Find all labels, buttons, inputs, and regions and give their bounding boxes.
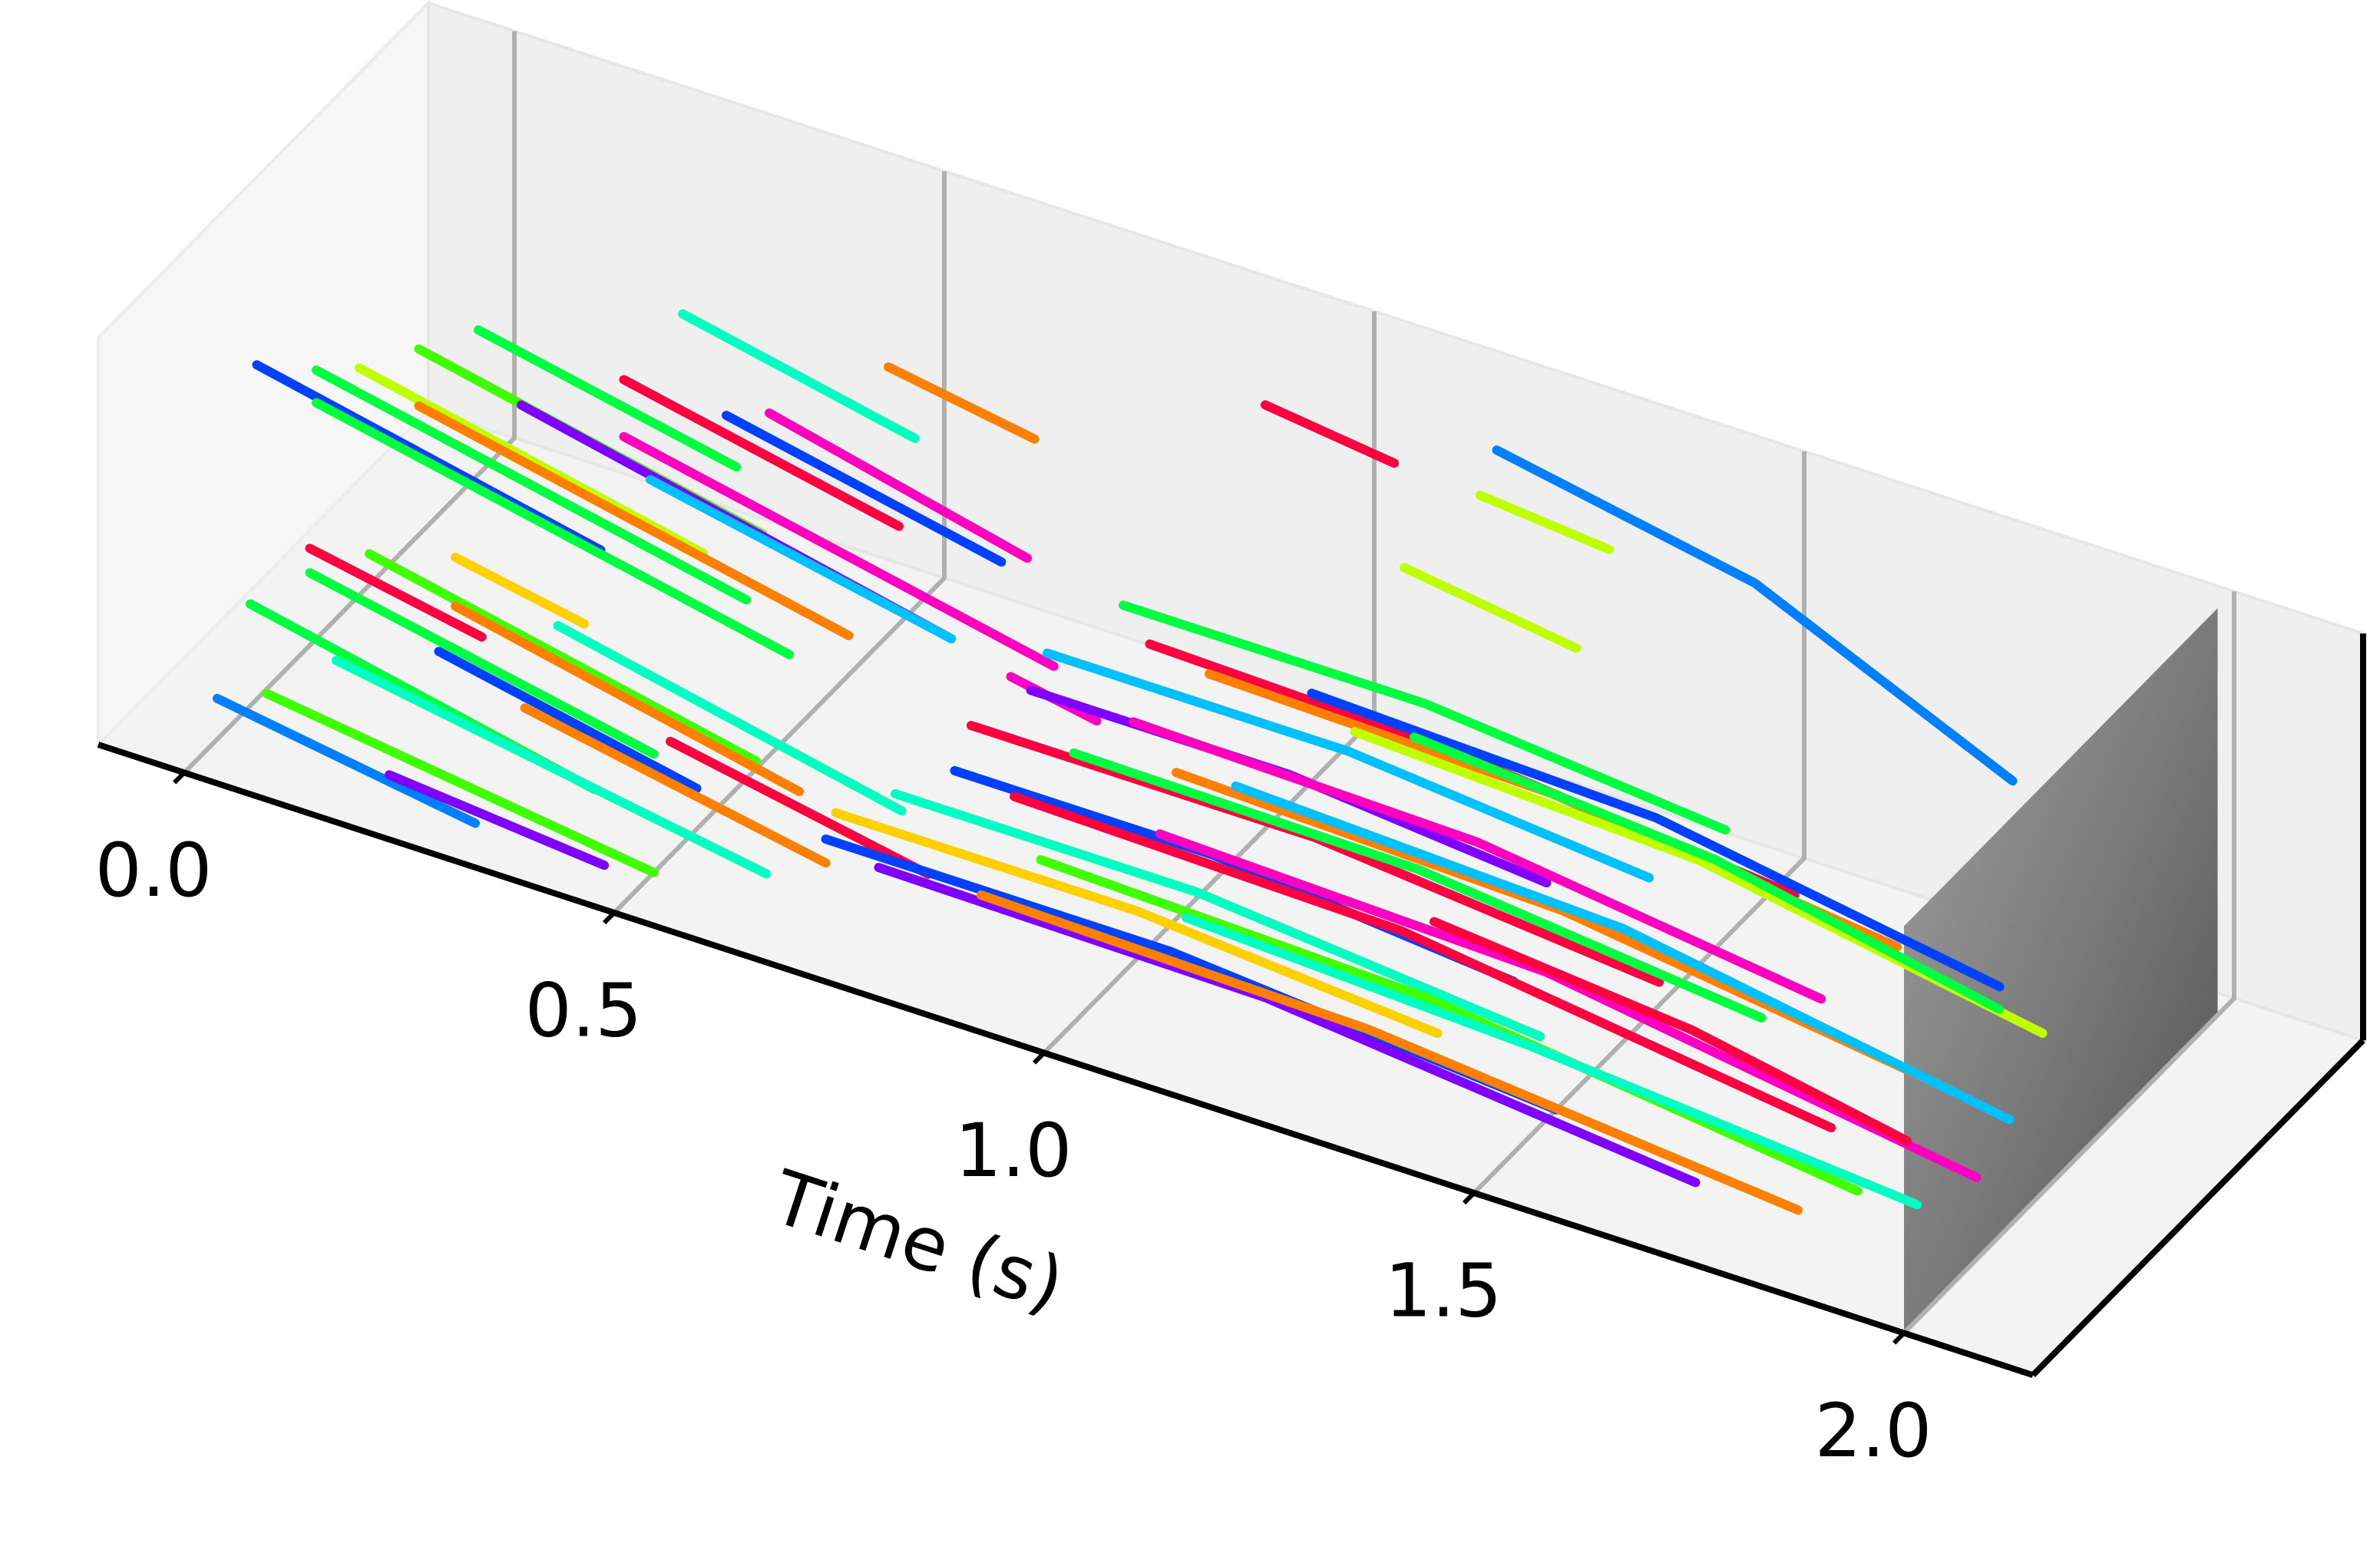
- track: [1043, 648, 1654, 883]
- track: [831, 808, 1443, 1039]
- track: [977, 890, 1803, 1215]
- track: [305, 568, 659, 759]
- track: [1492, 445, 2018, 786]
- depth-axis: [2031, 1038, 2365, 1378]
- track: [884, 362, 1040, 444]
- track: [1182, 913, 1922, 1210]
- track: [474, 325, 741, 472]
- x-tick-label: 1.0: [955, 1108, 1073, 1194]
- track: [305, 544, 487, 642]
- track: [213, 693, 480, 828]
- panes: [97, 0, 2365, 1376]
- track: [765, 408, 1032, 563]
- track: [1129, 717, 1826, 1004]
- x-tick-label: 0.5: [525, 967, 643, 1053]
- track: [1307, 689, 2005, 992]
- track: [1010, 791, 1836, 1133]
- track: [1119, 600, 1730, 834]
- track: [891, 789, 1545, 1042]
- grid-line: [1472, 451, 1806, 1195]
- grid-line: [612, 171, 947, 915]
- track: [1410, 732, 2004, 1014]
- track: [414, 401, 854, 640]
- x-axis: [97, 742, 2035, 1379]
- track: [619, 431, 1059, 671]
- track: [1069, 748, 1767, 1023]
- track: [678, 309, 920, 444]
- track: [1400, 563, 1581, 653]
- track: [451, 553, 589, 629]
- track: [332, 656, 771, 879]
- track: [312, 398, 794, 659]
- track: [1231, 781, 2015, 1125]
- x-tick-label: 2.0: [1815, 1388, 1932, 1474]
- track: [312, 365, 751, 605]
- grid-line: [182, 31, 517, 775]
- track: [434, 646, 702, 793]
- track: [646, 474, 956, 643]
- grid-line: [1902, 591, 2236, 1335]
- track: [666, 736, 933, 879]
- track: [1430, 917, 1912, 1146]
- x-tick-label: 1.5: [1385, 1247, 1502, 1333]
- track: [1036, 855, 1863, 1196]
- track: [365, 549, 761, 766]
- track: [1261, 400, 1399, 468]
- track: [520, 703, 831, 868]
- event-frame: [1904, 608, 2218, 1333]
- tracks: [213, 309, 2048, 1215]
- x-tick-label: 0.0: [95, 828, 213, 914]
- track: [262, 689, 659, 877]
- track: [553, 621, 907, 816]
- track: [385, 770, 609, 871]
- track: [451, 601, 804, 797]
- track: [722, 411, 1007, 567]
- track: [619, 375, 904, 531]
- track: [1476, 491, 1614, 554]
